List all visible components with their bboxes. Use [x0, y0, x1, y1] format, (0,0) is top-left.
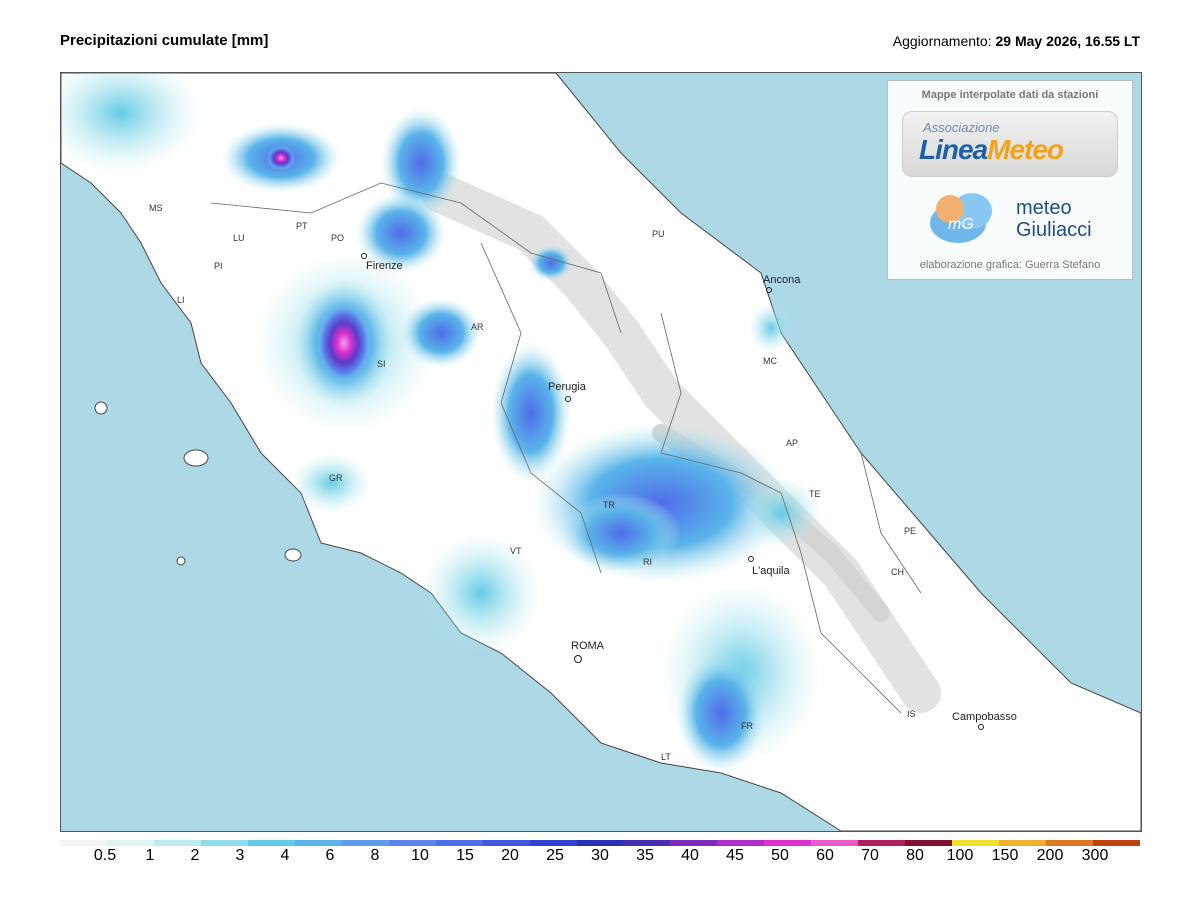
label-mc: MC	[763, 356, 777, 366]
label-tr: TR	[603, 500, 615, 510]
legend-value: 2	[190, 847, 200, 864]
label-roma: ROMA	[571, 640, 605, 652]
label-pt: PT	[296, 221, 308, 231]
legend-value: 1	[145, 847, 155, 864]
legend-swatch	[529, 840, 578, 846]
label-ar: AR	[471, 322, 484, 332]
label-pu: PU	[652, 229, 665, 239]
label-po: PO	[331, 233, 344, 243]
legend-swatch	[247, 840, 296, 846]
update-label: Aggiornamento:	[892, 33, 992, 49]
legend-value: 70	[861, 847, 879, 864]
label-ms: MS	[149, 203, 163, 213]
label-ancona: Ancona	[763, 274, 801, 286]
label-lt: LT	[661, 752, 671, 762]
legend-value: 80	[906, 847, 924, 864]
label-fr: FR	[741, 721, 753, 731]
lineameteo-association: Associazione	[923, 120, 1000, 135]
legend-value: 100	[946, 847, 974, 864]
legend-swatch	[294, 840, 343, 846]
legend-swatch	[388, 840, 437, 846]
legend-value: 20	[501, 847, 519, 864]
svg-text:mG: mG	[948, 216, 974, 233]
legend-swatch	[153, 840, 202, 846]
label-laquila: L'aquila	[752, 565, 790, 577]
legend-value: 30	[591, 847, 609, 864]
legend-swatch	[858, 840, 906, 846]
credits-heading: Mappe interpolate dati da stazioni	[921, 89, 1099, 101]
legend-swatch	[905, 840, 953, 846]
legend-swatch	[670, 840, 718, 846]
legend-value: 25	[546, 847, 564, 864]
credits-panel: Mappe interpolate dati da stazioni Assoc…	[887, 80, 1133, 280]
legend-swatch	[106, 840, 155, 846]
label-pe: PE	[904, 526, 916, 536]
legend-swatch	[952, 840, 1000, 846]
lineameteo-wordmark: LineaMeteo	[919, 134, 1064, 165]
legend-color-bar	[60, 840, 1141, 846]
label-te: TE	[809, 489, 821, 499]
legend-value: 10	[411, 847, 429, 864]
legend-value: 60	[816, 847, 834, 864]
legend-swatch	[1046, 840, 1094, 846]
legend-value: 150	[991, 847, 1019, 864]
legend-value: 4	[280, 847, 290, 864]
legend-swatch	[999, 840, 1047, 846]
map-canvas: Firenze Perugia Ancona ROMA L'aquila Cam…	[61, 73, 1141, 831]
legend-value: 300	[1081, 847, 1109, 864]
legend-swatch	[60, 840, 108, 846]
label-si: SI	[377, 359, 386, 369]
lineameteo-logo: Associazione LineaMeteo	[902, 111, 1118, 177]
city-labels: Firenze Perugia Ancona ROMA L'aquila Cam…	[149, 203, 1017, 762]
label-vt: VT	[510, 546, 522, 556]
legend-swatch	[623, 840, 671, 846]
legend-value: 45	[726, 847, 744, 864]
map-title: Precipitazioni cumulate [mm]	[60, 32, 269, 49]
legend-swatch	[482, 840, 531, 846]
legend-swatch	[576, 840, 624, 846]
legend-labels: 0.5 1 2 3 4 6 8 10 15 20 25 30 35 40 45 50 60 70 80 100 150 2…	[60, 847, 1140, 869]
legend-value: 35	[636, 847, 654, 864]
label-ri: RI	[643, 557, 652, 567]
legend-value: 15	[456, 847, 474, 864]
label-campobasso: Campobasso	[952, 711, 1017, 723]
update-value: 29 May 2026, 16.55 LT	[995, 33, 1141, 49]
update-timestamp: Aggiornamento: 29 May 2026, 16.55 LT	[893, 33, 1140, 49]
meteo-giuliacci-line2: Giuliacci	[1016, 219, 1092, 241]
label-ap: AP	[786, 438, 798, 448]
legend-value: 6	[325, 847, 335, 864]
legend-swatch	[200, 840, 249, 846]
meteo-giuliacci-cloud-icon: mG	[930, 193, 992, 243]
legend-value: 50	[771, 847, 789, 864]
legend-swatch	[1093, 840, 1141, 846]
label-pi: PI	[214, 261, 223, 271]
legend-value: 0.5	[93, 847, 117, 864]
legend-value: 8	[370, 847, 380, 864]
label-perugia: Perugia	[548, 381, 587, 393]
legend-swatch	[764, 840, 812, 846]
label-lu: LU	[233, 233, 245, 243]
legend-swatch	[341, 840, 390, 846]
label-firenze: Firenze	[366, 260, 403, 272]
legend-swatch	[435, 840, 484, 846]
credits-footer: elaborazione grafica: Guerra Stefano	[919, 259, 1101, 271]
legend-value: 200	[1036, 847, 1064, 864]
legend-swatch	[811, 840, 859, 846]
label-ch: CH	[891, 567, 904, 577]
city-markers	[361, 253, 984, 730]
label-is: IS	[907, 709, 916, 719]
legend-value: 3	[235, 847, 245, 864]
legend-value: 40	[681, 847, 699, 864]
legend-swatch	[717, 840, 765, 846]
label-gr: GR	[329, 473, 343, 483]
label-li: LI	[177, 295, 185, 305]
meteo-giuliacci-line1: meteo	[1016, 197, 1072, 219]
